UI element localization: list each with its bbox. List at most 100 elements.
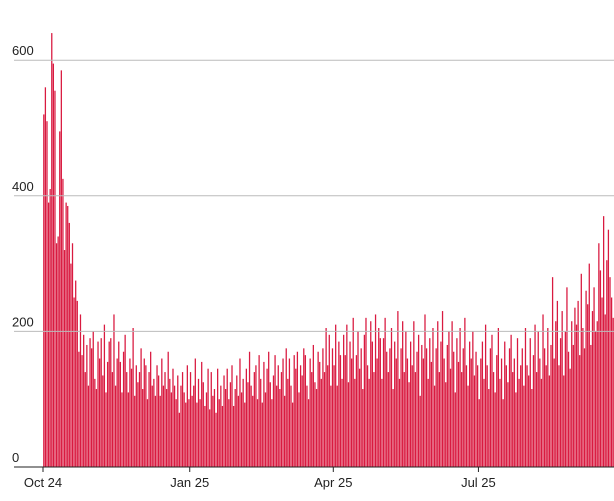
bar — [559, 338, 562, 467]
bar — [180, 385, 182, 467]
bar — [165, 389, 168, 467]
bar — [454, 392, 456, 467]
bar — [523, 385, 525, 467]
bar — [534, 324, 536, 467]
bar — [150, 351, 152, 467]
bar — [363, 334, 366, 467]
bar — [437, 321, 439, 467]
bar — [448, 331, 450, 467]
bar — [445, 382, 447, 467]
bar — [574, 307, 576, 467]
bar — [151, 385, 153, 467]
bar — [405, 331, 407, 467]
bar — [461, 372, 463, 467]
bar — [410, 341, 412, 467]
bar — [400, 348, 402, 467]
bar — [488, 389, 490, 467]
bar — [92, 331, 94, 467]
bar — [256, 399, 259, 467]
bar — [390, 328, 393, 467]
bar — [81, 355, 83, 467]
bar — [60, 70, 62, 468]
bar — [118, 341, 120, 467]
bar — [496, 355, 498, 467]
bar — [164, 372, 166, 467]
bar — [170, 392, 173, 467]
bar — [245, 368, 247, 467]
bar — [555, 321, 557, 467]
bar — [105, 392, 107, 467]
bar — [146, 399, 149, 467]
bar — [438, 372, 440, 467]
bar — [341, 378, 343, 467]
bar — [75, 280, 77, 467]
bar — [175, 399, 177, 467]
bar — [424, 314, 426, 467]
bar — [331, 348, 334, 467]
bar — [132, 328, 134, 467]
bar — [317, 351, 319, 467]
bar — [370, 321, 372, 467]
bar — [475, 351, 477, 467]
bar — [518, 378, 520, 467]
bar — [389, 348, 391, 467]
bar — [49, 189, 51, 467]
bar — [52, 63, 55, 468]
bar — [579, 355, 581, 467]
bar — [335, 324, 337, 467]
bar — [577, 300, 579, 467]
bar — [417, 334, 420, 467]
bar — [413, 321, 415, 467]
bar — [269, 382, 271, 467]
bar — [231, 365, 233, 467]
bar — [277, 365, 279, 467]
bar — [582, 328, 584, 467]
bar — [537, 331, 539, 467]
bar — [307, 399, 310, 467]
bar — [201, 361, 203, 467]
bar — [531, 389, 533, 467]
bar — [295, 368, 297, 467]
bar — [362, 389, 364, 467]
bar — [512, 372, 514, 467]
bar — [457, 361, 460, 467]
bar — [395, 358, 397, 467]
bar — [46, 121, 48, 467]
bar — [191, 395, 193, 467]
bar — [366, 365, 369, 467]
bar — [484, 324, 487, 467]
bar — [543, 348, 546, 467]
bar — [116, 358, 118, 467]
bar — [515, 392, 517, 467]
bar — [561, 311, 563, 467]
bar — [71, 243, 74, 467]
bar — [154, 395, 157, 467]
bar — [140, 348, 142, 467]
bar — [239, 358, 241, 467]
bar — [264, 392, 267, 467]
bar — [143, 358, 145, 467]
bar — [228, 399, 230, 467]
bar — [451, 321, 453, 467]
x-tick-label: Oct 24 — [24, 475, 62, 490]
bar — [566, 287, 568, 467]
bar — [397, 311, 399, 467]
bar — [279, 389, 281, 467]
bar — [298, 392, 300, 467]
bar — [301, 375, 303, 467]
bar — [540, 378, 543, 467]
bar — [95, 389, 98, 467]
bar — [610, 297, 613, 467]
bar — [229, 382, 232, 467]
bar — [346, 324, 348, 467]
bar — [157, 375, 160, 467]
bar — [127, 392, 129, 467]
bar — [62, 178, 64, 467]
bar — [272, 375, 275, 467]
bar — [596, 321, 598, 467]
bar — [483, 378, 485, 467]
bar — [194, 358, 196, 467]
bar — [177, 375, 179, 467]
bar — [456, 338, 458, 467]
